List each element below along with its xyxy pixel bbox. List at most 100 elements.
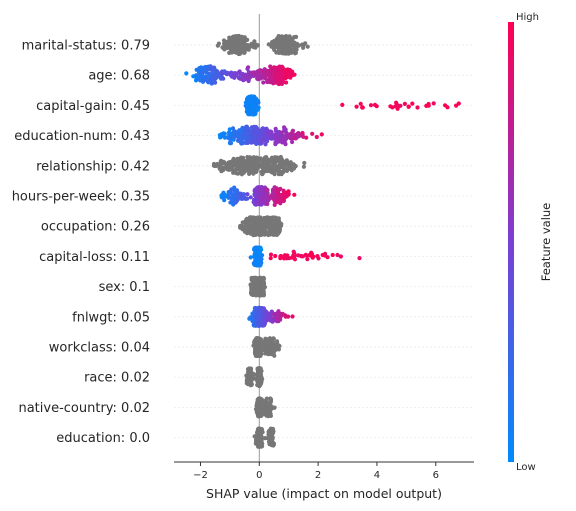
shap-dot bbox=[305, 44, 310, 49]
shap-dot bbox=[284, 158, 289, 163]
feature-label-education-num: education-num: 0.43 bbox=[14, 129, 150, 144]
shap-dot bbox=[222, 198, 227, 203]
shap-dot bbox=[261, 276, 267, 281]
feature-label-education: education: 0.0 bbox=[56, 431, 150, 446]
feature-label-sex: sex: 0.1 bbox=[99, 280, 150, 295]
shap-dot bbox=[272, 353, 277, 358]
feature-row-sex bbox=[248, 275, 267, 298]
feature-label-fnlwgt: fnlwgt: 0.05 bbox=[72, 310, 150, 325]
feature-row-capital-loss bbox=[248, 245, 362, 268]
shap-dot bbox=[265, 187, 270, 193]
shap-dot bbox=[296, 43, 302, 48]
feature-label-age: age: 0.68 bbox=[88, 69, 150, 84]
feature-row-occupation bbox=[238, 215, 284, 238]
shap-dot bbox=[292, 257, 298, 262]
shap-dot bbox=[261, 293, 266, 298]
shap-dot bbox=[279, 221, 284, 227]
shap-dot bbox=[271, 429, 276, 434]
shap-dot bbox=[278, 186, 283, 191]
shap-dot bbox=[227, 127, 232, 132]
colorbar-title: Feature value bbox=[539, 203, 553, 282]
shap-dot bbox=[284, 80, 289, 85]
shap-dot bbox=[271, 441, 276, 446]
shap-dot bbox=[242, 50, 247, 55]
shap-dot bbox=[410, 101, 415, 106]
shap-dot bbox=[245, 196, 250, 201]
shap-dot bbox=[319, 132, 324, 137]
shap-dot bbox=[268, 252, 274, 257]
shap-dot bbox=[281, 198, 286, 203]
shap-dot bbox=[402, 101, 407, 106]
x-tick-label: 2 bbox=[315, 470, 321, 481]
shap-dot bbox=[292, 192, 297, 197]
feature-row-hours-per-week bbox=[219, 185, 297, 207]
feature-label-relationship: relationship: 0.42 bbox=[36, 159, 150, 174]
shap-dot bbox=[283, 142, 288, 147]
feature-row-marital-status bbox=[215, 33, 310, 57]
shap-dot bbox=[301, 45, 306, 50]
shap-dot bbox=[221, 76, 226, 81]
shap-dot bbox=[259, 260, 264, 265]
shap-dot bbox=[286, 191, 291, 197]
shap-dot bbox=[302, 160, 307, 166]
shap-dots bbox=[184, 33, 461, 449]
shap-dot bbox=[290, 128, 295, 133]
feature-row-education bbox=[252, 426, 276, 449]
shap-dot bbox=[431, 101, 436, 106]
shap-dot bbox=[311, 254, 316, 259]
shap-dot bbox=[268, 256, 273, 261]
shap-dot bbox=[268, 399, 274, 404]
shap-dot bbox=[290, 139, 295, 145]
shap-dot bbox=[303, 41, 308, 46]
x-tick-label: −2 bbox=[193, 470, 208, 481]
shap-dot bbox=[358, 101, 363, 106]
shap-dot bbox=[260, 253, 265, 258]
shap-dot bbox=[279, 254, 284, 259]
shap-dot bbox=[296, 134, 302, 139]
shap-dot bbox=[255, 43, 260, 48]
shap-dot bbox=[206, 79, 211, 84]
shap-dot bbox=[268, 64, 273, 69]
feature-label-hours-per-week: hours-per-week: 0.35 bbox=[12, 190, 150, 205]
shap-dot bbox=[316, 256, 321, 261]
feature-row-race bbox=[244, 366, 265, 389]
shap-dot bbox=[272, 172, 277, 177]
shap-dot bbox=[273, 253, 278, 259]
shap-dot bbox=[290, 314, 295, 319]
shap-dot bbox=[335, 252, 340, 258]
shap-dot bbox=[304, 135, 309, 140]
feature-row-native-country bbox=[253, 396, 277, 419]
shap-dot bbox=[248, 255, 253, 260]
x-axis: −2 0 2 4 6 bbox=[174, 461, 474, 481]
feature-label-capital-loss: capital-loss: 0.11 bbox=[39, 250, 150, 265]
shap-dot bbox=[293, 50, 298, 56]
shap-dot bbox=[340, 102, 345, 107]
shap-dot bbox=[234, 188, 240, 193]
shap-dot bbox=[259, 351, 264, 356]
shap-dot bbox=[245, 192, 250, 197]
shap-dot bbox=[415, 105, 420, 110]
shap-dot bbox=[228, 141, 234, 146]
shap-dot bbox=[292, 72, 297, 77]
shap-dot bbox=[265, 191, 270, 196]
shap-dot bbox=[216, 41, 221, 46]
shap-dot bbox=[398, 103, 403, 108]
shap-dot bbox=[368, 103, 374, 108]
shap-dot bbox=[445, 105, 450, 110]
shap-dot bbox=[259, 247, 264, 252]
shap-dot bbox=[310, 131, 315, 136]
feature-row-capital-gain bbox=[243, 94, 461, 117]
shap-dot bbox=[270, 435, 275, 440]
x-tick-label: 4 bbox=[374, 470, 380, 481]
feature-label-race: race: 0.02 bbox=[84, 371, 150, 386]
colorbar-gradient bbox=[508, 22, 514, 462]
feature-row-fnlwgt bbox=[247, 305, 295, 328]
x-tick-label: 6 bbox=[433, 470, 439, 481]
colorbar-high-label: High bbox=[516, 12, 539, 23]
shap-dot bbox=[286, 314, 291, 319]
shap-dot bbox=[323, 251, 328, 256]
shap-dot bbox=[213, 80, 218, 85]
feature-row-relationship bbox=[211, 154, 307, 177]
